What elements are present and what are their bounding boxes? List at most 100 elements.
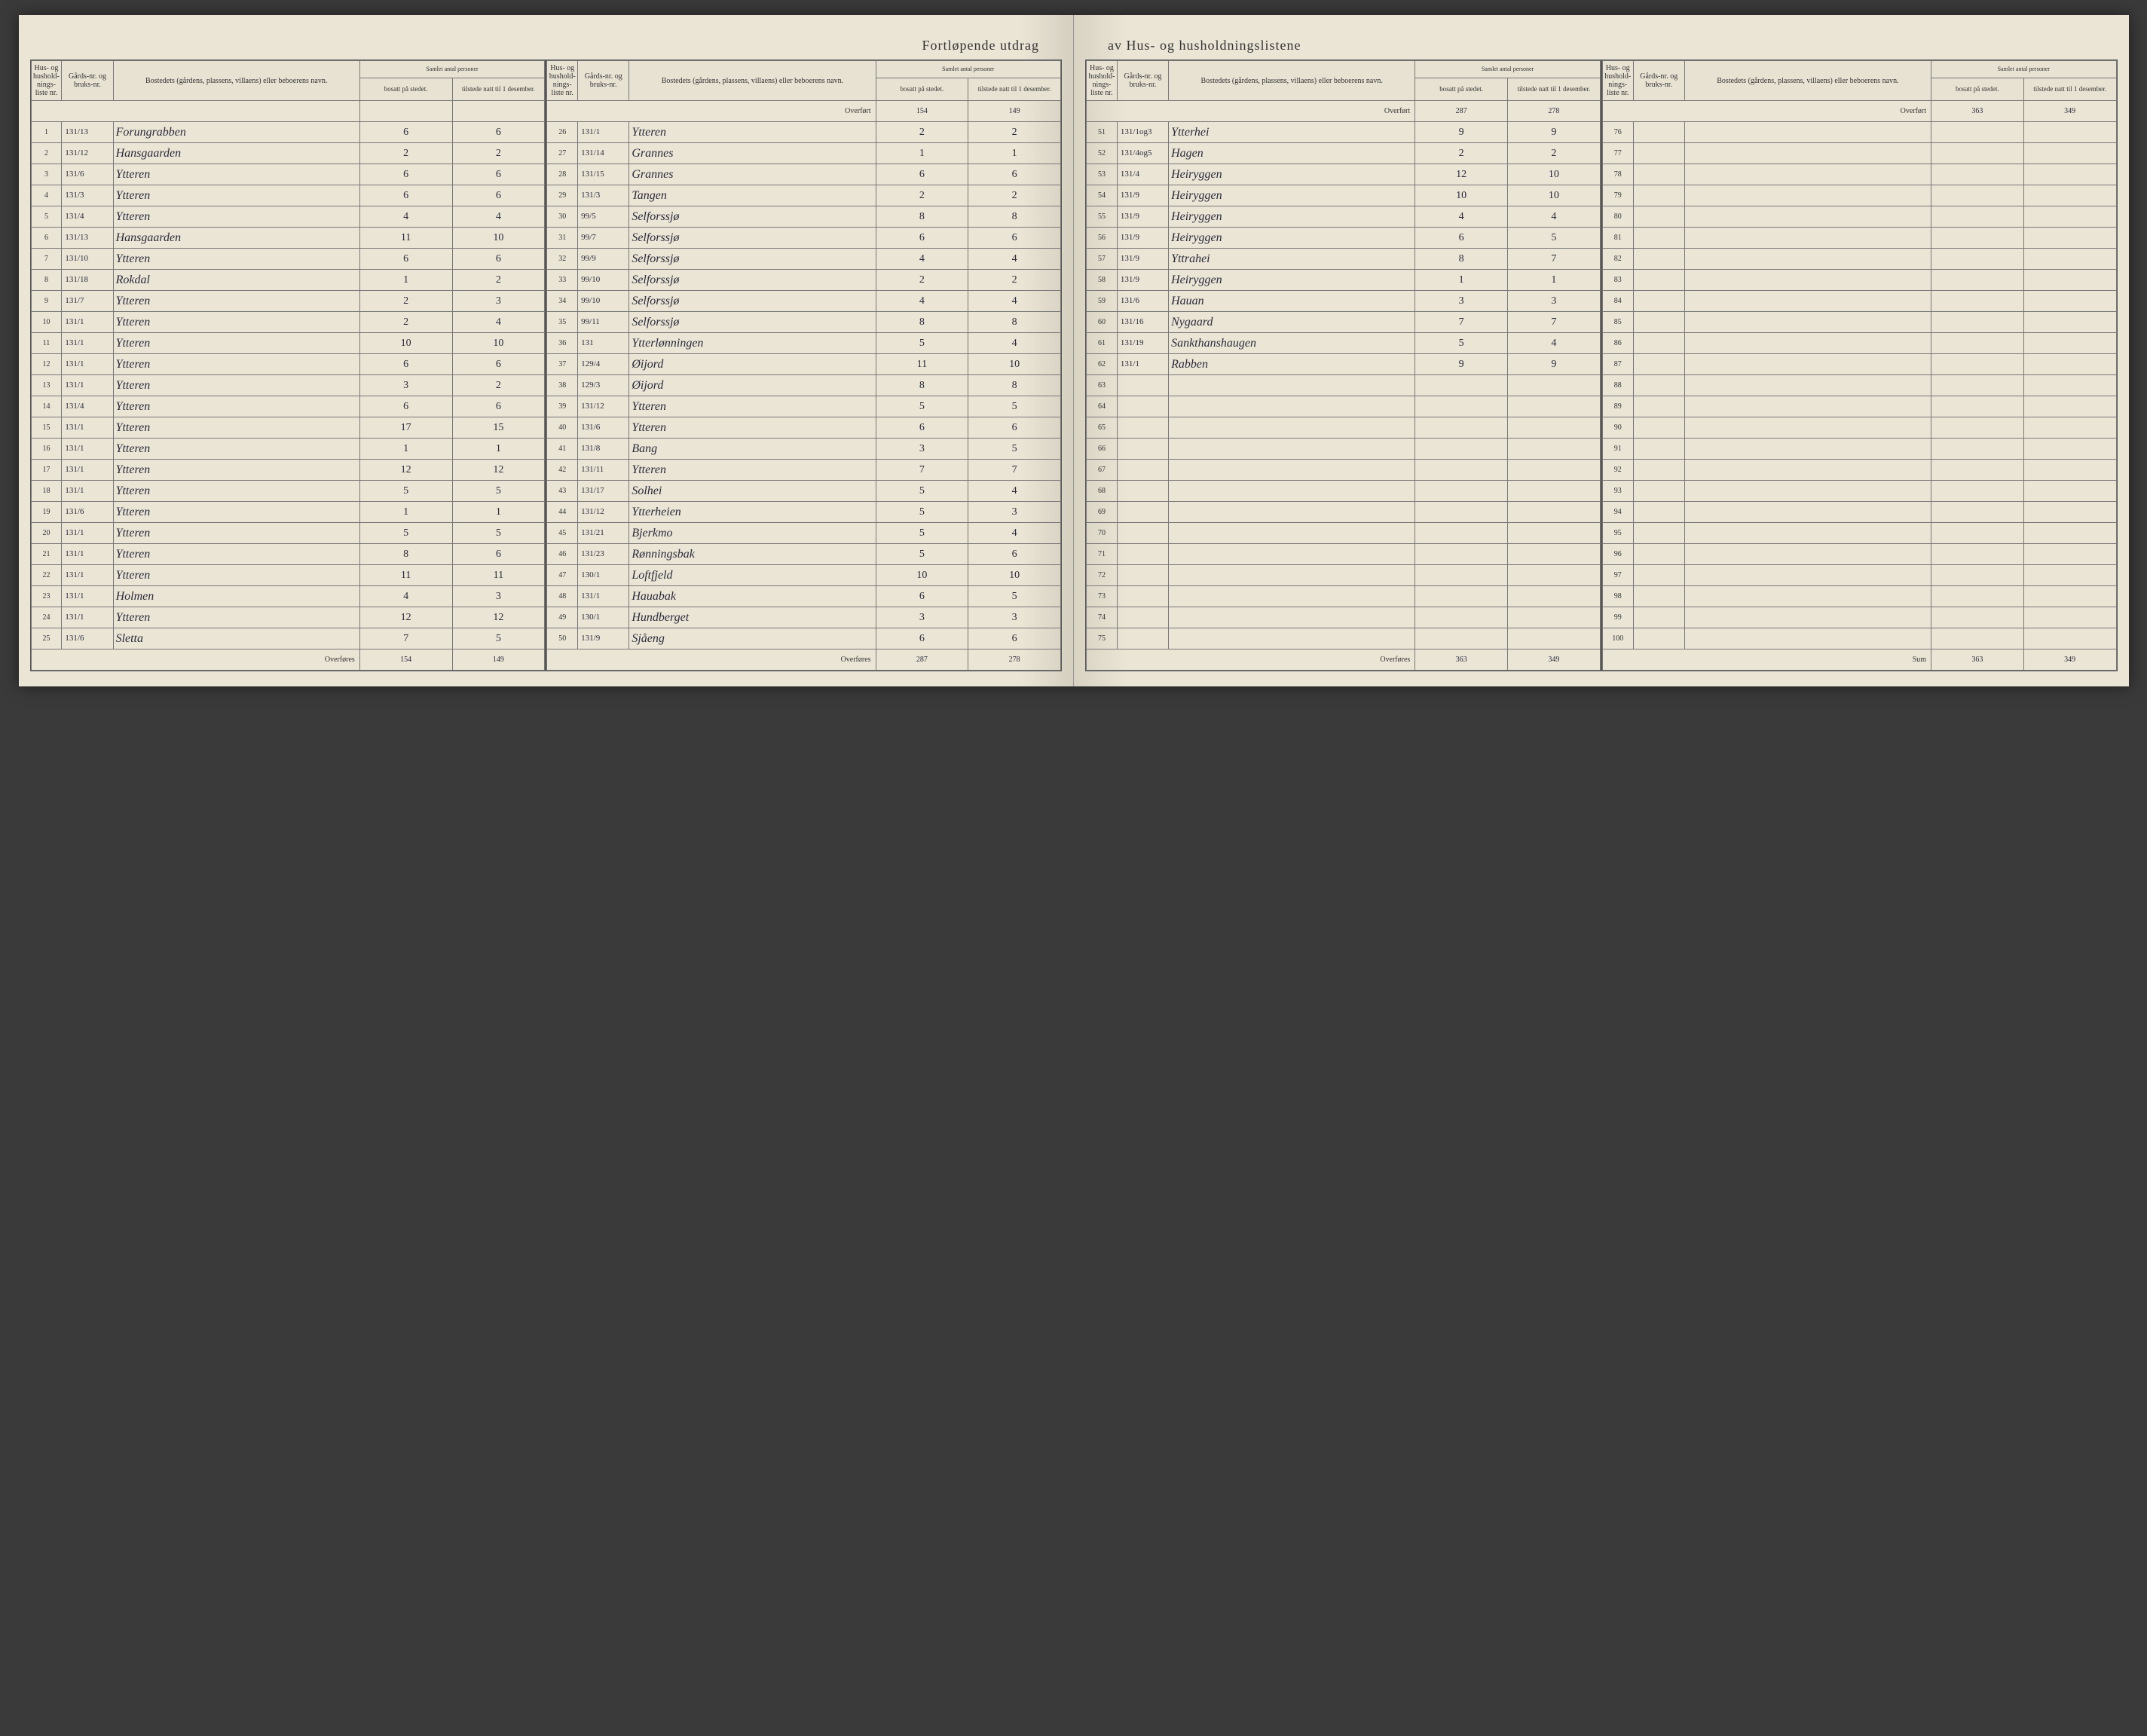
row-name bbox=[1684, 312, 1931, 333]
row-tilstede: 4 bbox=[1508, 206, 1601, 228]
table-row: 3131/6Ytteren66 bbox=[31, 164, 545, 185]
row-tilstede bbox=[2023, 375, 2116, 396]
overfort-tilstede: 149 bbox=[968, 101, 1061, 122]
table-row: 85 bbox=[1602, 312, 2116, 333]
title-right: av Hus- og husholdningslistene bbox=[1085, 38, 2118, 53]
row-bosatt: 5 bbox=[876, 481, 968, 502]
row-bosatt: 4 bbox=[359, 206, 452, 228]
row-gard: 131/16 bbox=[1117, 312, 1168, 333]
row-nr: 87 bbox=[1602, 354, 1633, 375]
row-bosatt: 5 bbox=[876, 523, 968, 544]
row-nr: 77 bbox=[1602, 143, 1633, 164]
row-nr: 51 bbox=[1087, 122, 1118, 143]
row-gard bbox=[1633, 375, 1684, 396]
table-row: 51131/1og3Ytterhei99 bbox=[1087, 122, 1601, 143]
row-name: Rokdal bbox=[113, 270, 359, 291]
row-name: Solhei bbox=[629, 481, 876, 502]
row-tilstede: 2 bbox=[452, 375, 545, 396]
header-tilstede: tilstede natt til 1 desember. bbox=[2023, 78, 2116, 101]
table-row: 3399/10Selforssjø22 bbox=[547, 270, 1061, 291]
row-name: Rabben bbox=[1169, 354, 1415, 375]
row-name: Ytteren bbox=[113, 396, 359, 417]
row-gard: 131/1 bbox=[62, 565, 113, 586]
row-bosatt: 6 bbox=[359, 354, 452, 375]
row-name: Holmen bbox=[113, 586, 359, 607]
row-tilstede: 7 bbox=[1508, 249, 1601, 270]
row-gard: 131/13 bbox=[62, 122, 113, 143]
row-bosatt: 3 bbox=[876, 607, 968, 628]
row-gard bbox=[1633, 523, 1684, 544]
table-row: 81 bbox=[1602, 228, 2116, 249]
row-nr: 80 bbox=[1602, 206, 1633, 228]
row-name: Ytterlønningen bbox=[629, 333, 876, 354]
row-name bbox=[1169, 628, 1415, 649]
row-tilstede bbox=[1508, 396, 1601, 417]
row-nr: 79 bbox=[1602, 185, 1633, 206]
row-tilstede: 6 bbox=[968, 228, 1061, 249]
row-tilstede bbox=[2023, 122, 2116, 143]
row-tilstede bbox=[2023, 396, 2116, 417]
table-row: 46131/23Rønningsbak56 bbox=[547, 544, 1061, 565]
row-gard: 131/4 bbox=[1117, 164, 1168, 185]
row-tilstede bbox=[2023, 228, 2116, 249]
row-name bbox=[1684, 502, 1931, 523]
row-bosatt bbox=[1931, 502, 2024, 523]
row-bosatt bbox=[1415, 544, 1508, 565]
row-name bbox=[1684, 586, 1931, 607]
row-nr: 2 bbox=[31, 143, 62, 164]
footer-label: Sum bbox=[1602, 649, 1931, 671]
row-bosatt bbox=[1415, 396, 1508, 417]
header-bosatt: bosatt på stedet. bbox=[876, 78, 968, 101]
row-gard: 131/7 bbox=[62, 291, 113, 312]
row-tilstede: 6 bbox=[968, 164, 1061, 185]
table-row: 2131/12Hansgaarden22 bbox=[31, 143, 545, 164]
row-name: Ytteren bbox=[113, 312, 359, 333]
row-gard: 131/6 bbox=[62, 502, 113, 523]
row-nr: 93 bbox=[1602, 481, 1633, 502]
row-bosatt bbox=[1415, 502, 1508, 523]
row-name: Heiryggen bbox=[1169, 228, 1415, 249]
row-tilstede bbox=[1508, 607, 1601, 628]
table-row: 14131/4Ytteren66 bbox=[31, 396, 545, 417]
row-tilstede: 3 bbox=[1508, 291, 1601, 312]
row-nr: 26 bbox=[547, 122, 578, 143]
header-samlet: Samlet antal personer bbox=[876, 61, 1060, 78]
row-name: Ytteren bbox=[113, 354, 359, 375]
table-row: 94 bbox=[1602, 502, 2116, 523]
row-name: Ytteren bbox=[629, 460, 876, 481]
row-nr: 24 bbox=[31, 607, 62, 628]
row-nr: 89 bbox=[1602, 396, 1633, 417]
row-tilstede bbox=[2023, 417, 2116, 439]
row-gard bbox=[1633, 228, 1684, 249]
row-bosatt: 9 bbox=[1415, 122, 1508, 143]
table-row: 28131/15Grannes66 bbox=[547, 164, 1061, 185]
row-bosatt bbox=[1415, 417, 1508, 439]
header-hus-nr: Hus- og hushold-nings-liste nr. bbox=[31, 61, 62, 101]
table-row: 88 bbox=[1602, 375, 2116, 396]
row-gard bbox=[1633, 249, 1684, 270]
row-nr: 14 bbox=[31, 396, 62, 417]
row-gard bbox=[1633, 354, 1684, 375]
row-tilstede bbox=[1508, 460, 1601, 481]
table-row: 80 bbox=[1602, 206, 2116, 228]
row-tilstede bbox=[2023, 185, 2116, 206]
table-row: 6131/13Hansgaarden1110 bbox=[31, 228, 545, 249]
row-name: Øijord bbox=[629, 375, 876, 396]
header-gard-nr: Gårds-nr. og bruks-nr. bbox=[578, 61, 629, 101]
row-nr: 10 bbox=[31, 312, 62, 333]
footer-tilstede: 349 bbox=[1508, 649, 1601, 671]
row-bosatt: 2 bbox=[359, 312, 452, 333]
row-name: Ytterheien bbox=[629, 502, 876, 523]
row-nr: 38 bbox=[547, 375, 578, 396]
row-bosatt bbox=[1931, 544, 2024, 565]
table-row: 38129/3Øijord88 bbox=[547, 375, 1061, 396]
row-name: Bjerkmo bbox=[629, 523, 876, 544]
row-name: Bang bbox=[629, 439, 876, 460]
row-gard: 131/1 bbox=[62, 354, 113, 375]
table-row: 3199/7Selforssjø66 bbox=[547, 228, 1061, 249]
row-bosatt: 10 bbox=[1415, 185, 1508, 206]
row-nr: 58 bbox=[1087, 270, 1118, 291]
row-name bbox=[1169, 565, 1415, 586]
row-bosatt: 2 bbox=[876, 122, 968, 143]
overfort-row: Overført287278 bbox=[1087, 101, 1601, 122]
